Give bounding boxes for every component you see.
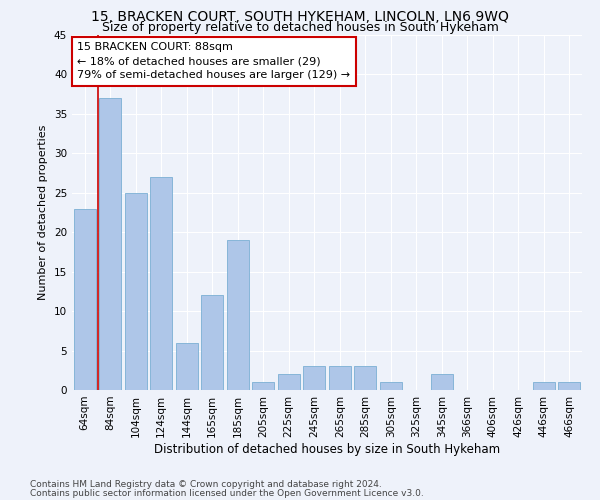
Bar bbox=[559, 382, 580, 390]
Text: Size of property relative to detached houses in South Hykeham: Size of property relative to detached ho… bbox=[101, 22, 499, 35]
Y-axis label: Number of detached properties: Number of detached properties bbox=[38, 125, 49, 300]
Bar bbox=[125, 193, 146, 390]
Bar bbox=[329, 366, 350, 390]
X-axis label: Distribution of detached houses by size in South Hykeham: Distribution of detached houses by size … bbox=[154, 442, 500, 456]
Bar bbox=[176, 342, 197, 390]
Bar bbox=[380, 382, 401, 390]
Bar bbox=[304, 366, 325, 390]
Bar bbox=[431, 374, 452, 390]
Text: Contains public sector information licensed under the Open Government Licence v3: Contains public sector information licen… bbox=[30, 488, 424, 498]
Bar bbox=[533, 382, 554, 390]
Bar bbox=[355, 366, 376, 390]
Text: 15, BRACKEN COURT, SOUTH HYKEHAM, LINCOLN, LN6 9WQ: 15, BRACKEN COURT, SOUTH HYKEHAM, LINCOL… bbox=[91, 10, 509, 24]
Bar bbox=[100, 98, 121, 390]
Bar bbox=[227, 240, 248, 390]
Bar bbox=[202, 296, 223, 390]
Bar bbox=[253, 382, 274, 390]
Bar bbox=[151, 177, 172, 390]
Bar bbox=[278, 374, 299, 390]
Text: Contains HM Land Registry data © Crown copyright and database right 2024.: Contains HM Land Registry data © Crown c… bbox=[30, 480, 382, 489]
Text: 15 BRACKEN COURT: 88sqm
← 18% of detached houses are smaller (29)
79% of semi-de: 15 BRACKEN COURT: 88sqm ← 18% of detache… bbox=[77, 42, 350, 80]
Bar bbox=[74, 208, 95, 390]
